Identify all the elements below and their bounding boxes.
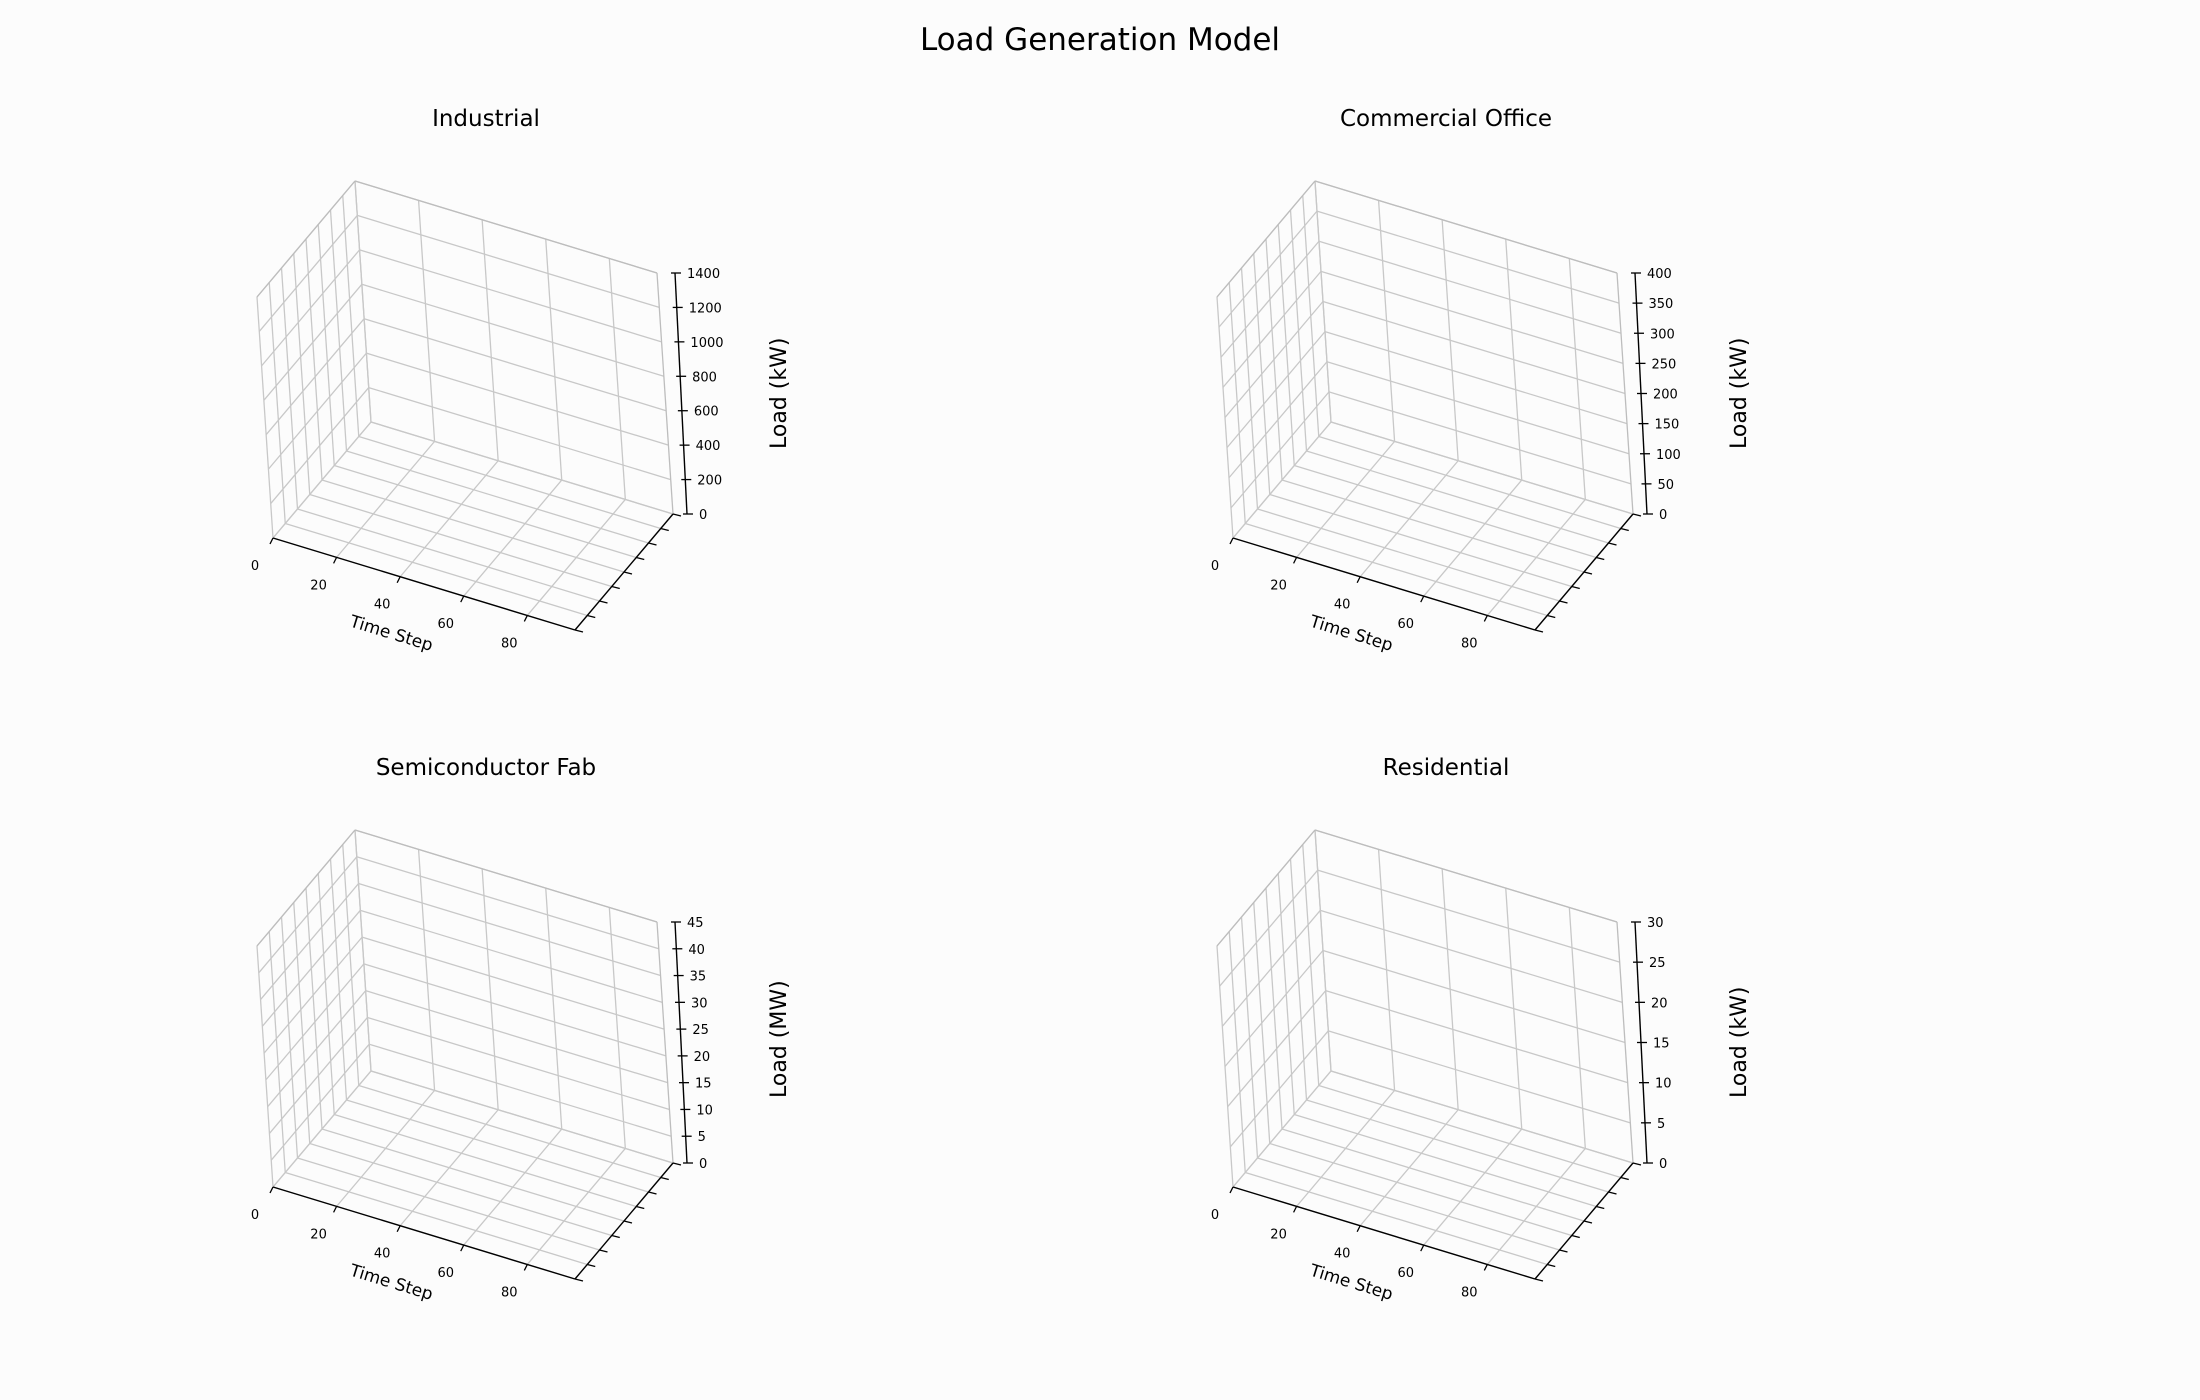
svg-text:150: 150 [1655, 418, 1680, 433]
svg-text:40: 40 [374, 1247, 391, 1262]
svg-text:40: 40 [1334, 1247, 1351, 1262]
svg-text:5: 5 [1657, 1117, 1665, 1132]
svg-text:0: 0 [251, 1208, 259, 1223]
svg-text:45: 45 [687, 916, 704, 931]
subplot-industrial: Industrial 0 20 40 60 80 Time Step 0 200 400 600 8… [250, 106, 1230, 728]
svg-text:Time Step: Time Step [346, 611, 435, 655]
svg-text:400: 400 [1647, 267, 1672, 282]
svg-text:Time Step: Time Step [1306, 611, 1395, 655]
svg-text:400: 400 [696, 439, 721, 454]
svg-text:800: 800 [692, 370, 717, 385]
z-axis-label: Load (MW) [767, 979, 792, 1098]
svg-text:60: 60 [437, 1266, 454, 1281]
svg-text:0: 0 [699, 508, 707, 523]
svg-text:15: 15 [695, 1077, 712, 1092]
svg-text:Time Step: Time Step [346, 1260, 435, 1304]
svg-text:40: 40 [374, 598, 391, 613]
svg-text:60: 60 [1397, 617, 1414, 632]
svg-text:250: 250 [1652, 357, 1677, 372]
svg-text:20: 20 [310, 1227, 327, 1242]
svg-text:1200: 1200 [689, 301, 722, 316]
svg-text:80: 80 [1461, 636, 1478, 651]
subplot-title: Semiconductor Fab [375, 755, 597, 781]
svg-text:20: 20 [310, 578, 327, 593]
svg-text:5: 5 [698, 1130, 706, 1145]
svg-text:10: 10 [1655, 1077, 1672, 1092]
subplot-semiconductor-fab: Semiconductor Fab 0 20 40 60 80 Time Step 0 5 10… [250, 755, 1230, 1377]
svg-text:60: 60 [1397, 1266, 1414, 1281]
svg-text:25: 25 [692, 1023, 709, 1038]
svg-text:10: 10 [696, 1103, 713, 1118]
figure-suptitle: Load Generation Model [919, 22, 1281, 58]
z-axis-label: Load (kW) [1727, 986, 1752, 1098]
svg-text:35: 35 [690, 970, 707, 985]
svg-text:350: 350 [1649, 297, 1674, 312]
svg-text:80: 80 [1461, 1285, 1478, 1300]
axes-3d[interactable]: 0 20 40 60 80 Time Step 0 200 400 600 800 1000 1200 1… [250, 108, 1010, 728]
svg-text:20: 20 [1270, 578, 1287, 593]
svg-text:0: 0 [699, 1157, 707, 1172]
z-axis-label: Load (kW) [1727, 337, 1752, 449]
svg-text:0: 0 [251, 559, 259, 574]
subplot-commercial-office: Commercial Office 0 20 40 60 80 Time Step 0 50 1… [1210, 106, 2190, 728]
svg-text:0: 0 [1211, 1208, 1219, 1223]
subplot-residential: Residential 0 20 40 60 80 Time Step 0 5 10 15 20 25… [1210, 755, 2190, 1377]
svg-text:30: 30 [1647, 916, 1664, 931]
svg-text:20: 20 [694, 1050, 711, 1065]
svg-text:100: 100 [1656, 448, 1681, 463]
svg-text:300: 300 [1650, 327, 1675, 342]
svg-text:15: 15 [1653, 1037, 1670, 1052]
axes-3d[interactable]: 0 20 40 60 80 Time Step 0 5 10 15 20 25 30 35 40 45 [250, 757, 1010, 1377]
svg-text:80: 80 [501, 1285, 518, 1300]
svg-text:40: 40 [688, 943, 705, 958]
svg-text:1000: 1000 [690, 336, 723, 351]
svg-text:60: 60 [437, 617, 454, 632]
svg-text:200: 200 [697, 474, 722, 489]
svg-text:600: 600 [694, 405, 719, 420]
svg-text:Time Step: Time Step [1306, 1260, 1395, 1304]
svg-text:30: 30 [691, 996, 708, 1011]
svg-text:40: 40 [1334, 598, 1351, 613]
axes-3d[interactable]: 0 20 40 60 80 Time Step 0 5 10 15 20 25 30 [1210, 757, 1970, 1377]
svg-text:200: 200 [1653, 388, 1678, 403]
svg-text:20: 20 [1270, 1227, 1287, 1242]
svg-text:20: 20 [1651, 996, 1668, 1011]
z-axis-label: Load (kW) [767, 337, 792, 449]
svg-text:0: 0 [1659, 1157, 1667, 1172]
subplot-title: Industrial [432, 106, 540, 132]
svg-text:1400: 1400 [687, 267, 720, 282]
svg-text:25: 25 [1649, 956, 1666, 971]
svg-text:80: 80 [501, 636, 518, 651]
svg-text:0: 0 [1211, 559, 1219, 574]
subplot-title: Commercial Office [1339, 106, 1552, 132]
subplot-title: Residential [1382, 755, 1510, 781]
svg-text:50: 50 [1658, 478, 1675, 493]
axes-3d[interactable]: 0 20 40 60 80 Time Step 0 50 100 150 200 250 300 350 4… [1210, 108, 1970, 728]
svg-text:0: 0 [1659, 508, 1667, 523]
